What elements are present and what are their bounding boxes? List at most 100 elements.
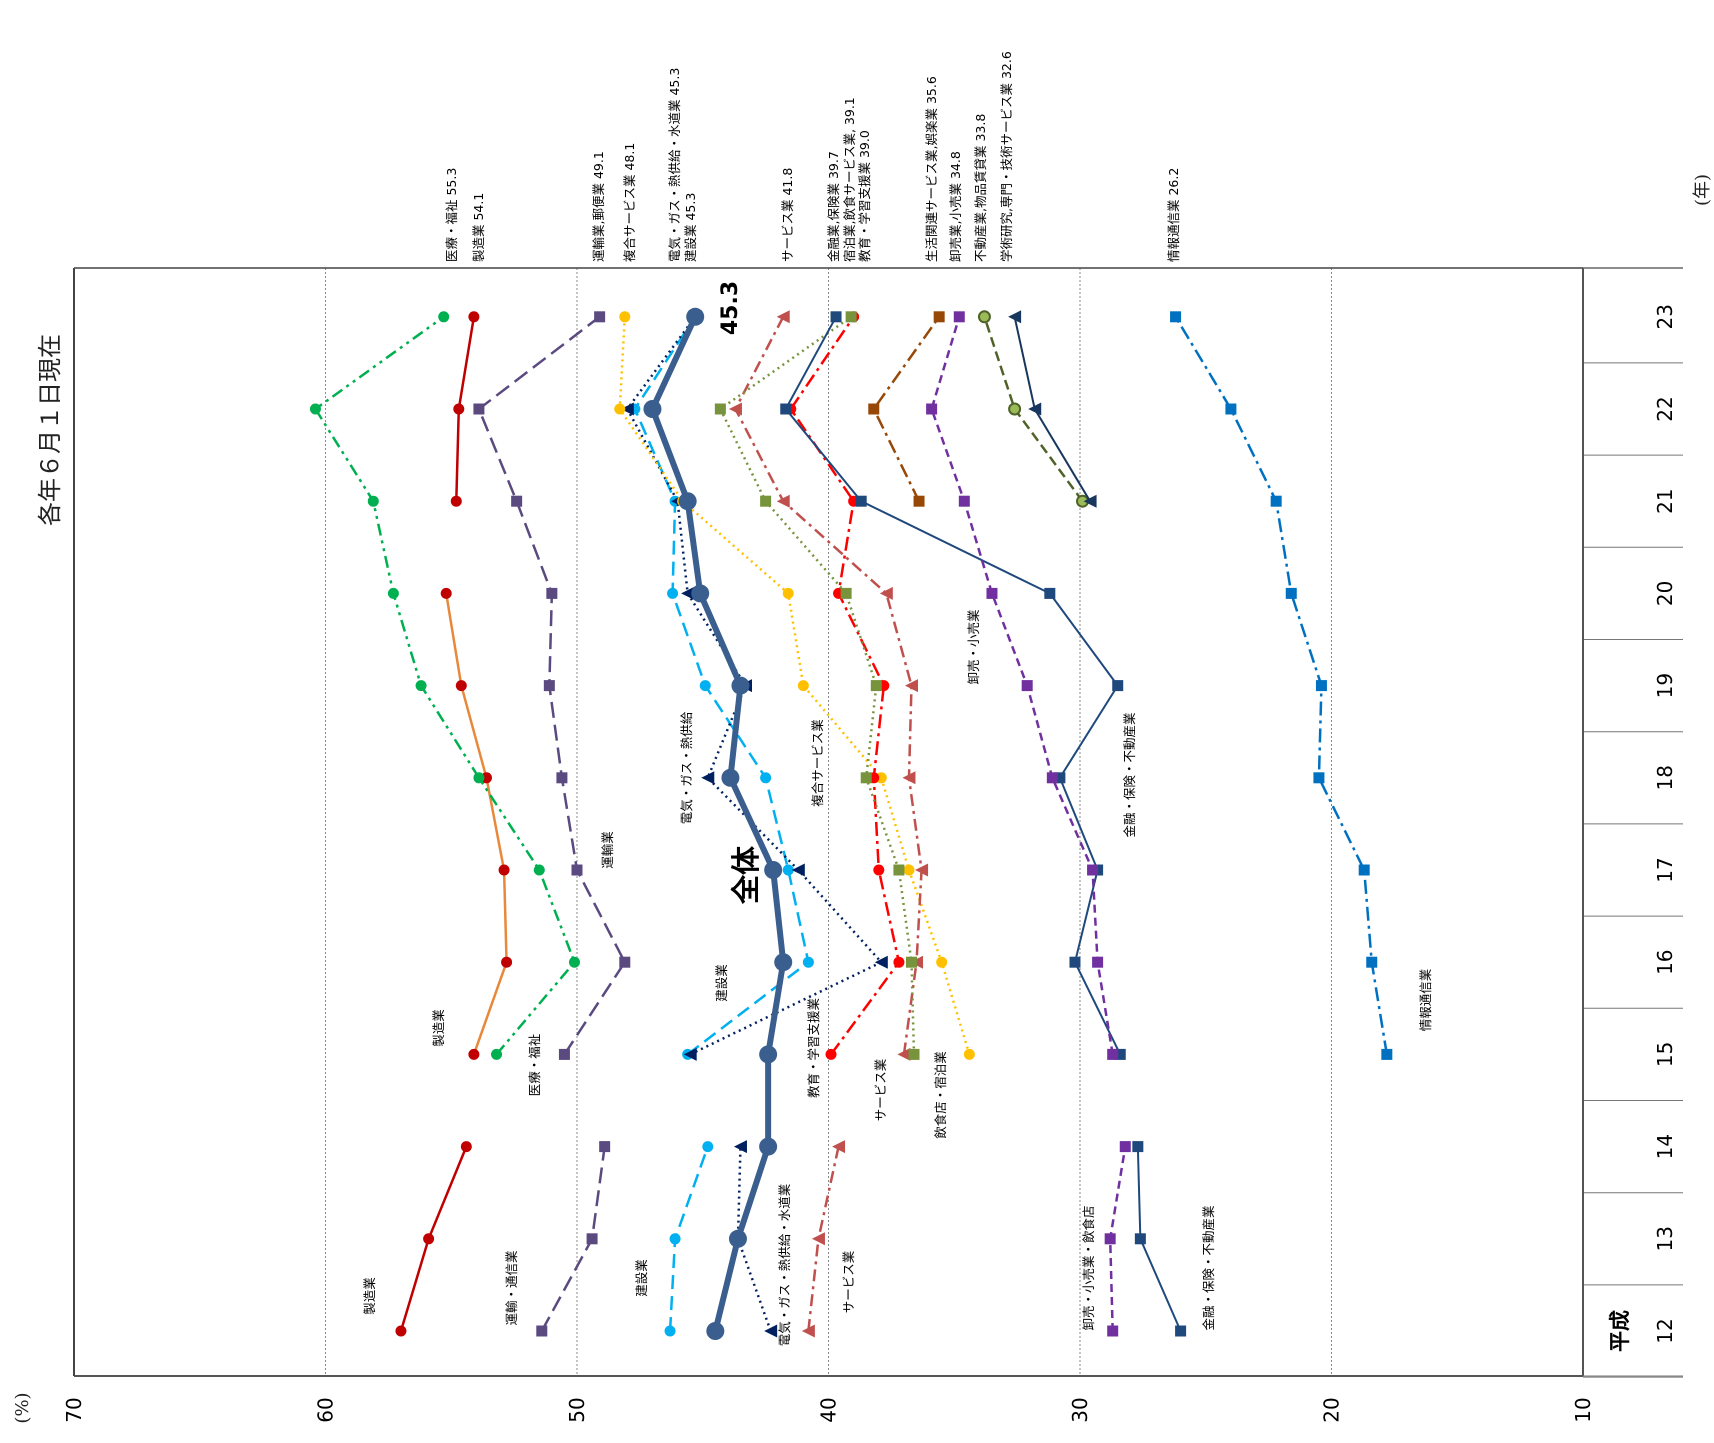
data-point — [473, 772, 485, 784]
data-point — [760, 772, 772, 784]
data-point — [501, 956, 513, 968]
top-label: 宿泊業,飲食サービス業, 39.1 — [842, 97, 857, 262]
data-point — [1112, 680, 1124, 692]
early-label: 建設業 — [634, 1259, 649, 1297]
data-point — [1119, 1141, 1131, 1153]
year-tick-label: 12 — [1653, 1318, 1677, 1343]
series-transport — [473, 311, 631, 1060]
data-point — [874, 955, 888, 969]
data-point — [1107, 1048, 1119, 1060]
top-label: 医療・福祉 55.3 — [444, 168, 459, 262]
year-tick-label: 20 — [1653, 581, 1677, 606]
data-point — [511, 495, 523, 507]
early-label: 製造業 — [362, 1277, 377, 1315]
series-medical — [309, 311, 580, 1060]
data-point — [776, 494, 790, 508]
value-tick-label: 30 — [1068, 1397, 1092, 1422]
data-point — [913, 495, 925, 507]
data-point — [893, 956, 905, 968]
data-point — [423, 1233, 435, 1245]
data-point — [1104, 1233, 1116, 1245]
data-point — [1270, 495, 1282, 507]
mid-label: サービス業 — [873, 1058, 888, 1121]
mid-label: 金融・保険・不動産業 — [1122, 712, 1137, 838]
data-point — [721, 768, 740, 787]
mid-label: 製造業 — [431, 1009, 446, 1047]
data-point — [780, 403, 792, 415]
series-finance — [1132, 1141, 1187, 1337]
mid-label: 建設業 — [714, 964, 729, 1002]
mid-label: 飲食店・宿泊業 — [933, 1051, 948, 1139]
data-point — [759, 1045, 778, 1064]
data-point — [395, 1325, 407, 1337]
mid-label: 運輸業 — [600, 831, 615, 869]
data-point — [460, 1141, 472, 1153]
series-line — [626, 316, 883, 1056]
top-label: 金融業,保険業 39.7 — [826, 151, 841, 262]
year-tick-label: 19 — [1653, 673, 1677, 698]
data-point — [1046, 772, 1058, 784]
value-tick-label: 20 — [1320, 1397, 1344, 1422]
data-point — [897, 1047, 911, 1061]
data-point — [701, 771, 715, 785]
series-line — [789, 316, 901, 1056]
data-point — [915, 863, 929, 877]
series-line — [649, 315, 787, 1332]
series-living — [868, 311, 945, 507]
data-point — [586, 1233, 598, 1245]
data-point — [902, 771, 916, 785]
data-point — [619, 956, 631, 968]
data-point — [879, 586, 893, 600]
series-finance — [780, 311, 1126, 1060]
data-point — [594, 311, 606, 323]
series-wholesale — [1104, 1141, 1131, 1337]
data-point — [1313, 772, 1325, 784]
series-service — [728, 310, 929, 1061]
data-point — [620, 402, 634, 416]
top-label: 建設業 45.3 — [683, 193, 698, 262]
series-line — [784, 316, 1122, 1055]
data-point — [1044, 587, 1056, 599]
data-point — [1008, 402, 1022, 416]
top-label: 運輸業,郵便業 49.1 — [591, 151, 606, 262]
data-point — [664, 1325, 676, 1337]
data-point — [728, 402, 742, 416]
data-point — [691, 584, 710, 603]
value-tick-label: 10 — [1571, 1397, 1595, 1422]
data-point — [830, 311, 842, 323]
mid-label: 教育・学習支援業 — [806, 998, 821, 1099]
data-point — [667, 587, 679, 599]
data-point — [1358, 864, 1370, 876]
data-point — [1083, 494, 1097, 508]
chart-title: 各年６月１日現在 — [36, 334, 64, 526]
top-label: 教育・学習支援業 39.0 — [857, 130, 872, 262]
data-point — [699, 680, 711, 692]
series-academic — [1008, 310, 1097, 508]
data-point — [933, 311, 945, 323]
data-point — [840, 587, 852, 599]
year-tick-label: 23 — [1653, 304, 1677, 329]
year-tick-label: 13 — [1653, 1226, 1677, 1251]
value-tick-label: 70 — [62, 1397, 86, 1422]
mid-label: 電気・ガス・熱供給 — [679, 711, 694, 824]
data-point — [468, 1048, 480, 1060]
data-point — [1366, 956, 1378, 968]
series-line — [1013, 316, 1091, 502]
data-point — [868, 403, 880, 415]
year-unit-label: (年) — [1692, 174, 1713, 206]
data-point — [599, 1141, 611, 1153]
data-point — [706, 1322, 725, 1340]
top-label: 学術研究,専門・技術サービス業 32.6 — [999, 51, 1014, 262]
data-point — [802, 956, 814, 968]
data-point — [536, 1325, 548, 1337]
data-point — [845, 311, 857, 323]
series-manufacturing — [450, 311, 480, 507]
series-compound — [614, 311, 975, 1060]
data-point — [473, 403, 485, 415]
data-point — [760, 495, 772, 507]
data-point — [1285, 587, 1297, 599]
data-point — [958, 495, 970, 507]
year-tick-label: 16 — [1653, 949, 1677, 974]
series-manufacturing — [395, 1141, 472, 1337]
series-hotel — [714, 311, 920, 1060]
